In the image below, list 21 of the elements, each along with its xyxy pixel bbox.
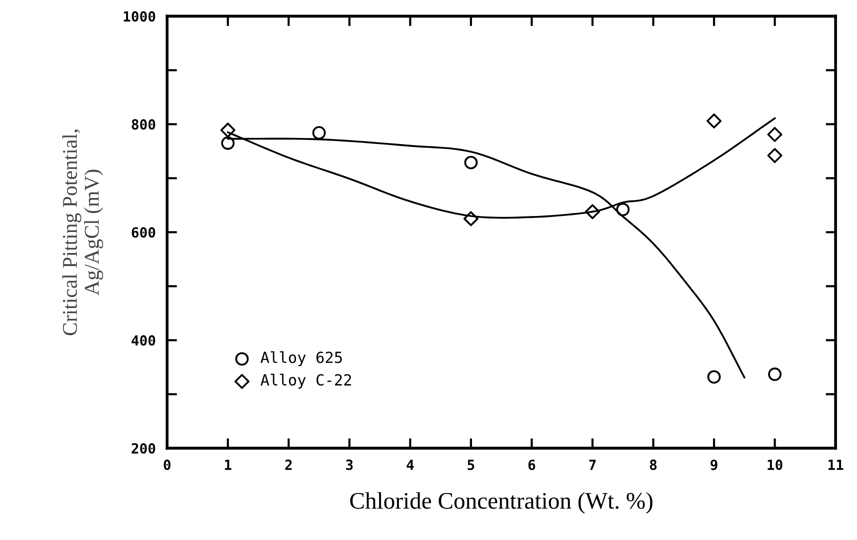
x-tick-label: 0 [164,460,170,470]
x-tick-label: 6 [528,460,536,470]
x-tick-label: 1 [224,460,232,470]
y-tick-label: 600 [132,227,156,238]
x-tick-label: 3 [346,460,353,470]
y-tick-label: 200 [132,443,156,454]
x-tick-label: 9 [710,460,718,470]
legend-label: Alloy 625 [260,351,342,366]
x-tick-label: 5 [468,460,474,470]
x-tick-label: 11 [828,460,844,470]
x-axis-title: Chloride Concentration (Wt. %) [350,492,652,514]
y-tick-label: 1000 [124,11,156,22]
y-tick-label: 800 [132,119,156,130]
y-tick-label: 400 [132,335,156,346]
x-tick-label: 8 [650,460,657,470]
y-axis-title: Critical Pitting Potential, Ag/AgCl (mV) [62,130,104,336]
x-tick-label: 7 [589,460,596,470]
x-tick-label: 2 [285,460,292,470]
x-tick-label: 4 [406,460,414,470]
legend-label: Alloy C-22 [260,374,351,389]
x-tick-label: 10 [768,460,782,470]
